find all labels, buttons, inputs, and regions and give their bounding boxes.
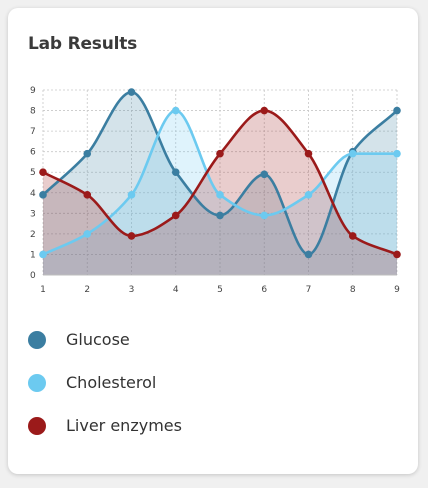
y-tick-label: 3	[30, 209, 36, 219]
legend-swatch	[28, 330, 46, 349]
data-point-2-0	[39, 168, 47, 177]
y-tick-label: 9	[30, 86, 36, 96]
data-point-0-5	[260, 170, 269, 179]
y-tick-label: 8	[30, 107, 36, 117]
y-tick-label: 4	[30, 189, 36, 199]
data-point-2-4	[216, 149, 224, 158]
data-point-0-2	[127, 88, 136, 96]
legend-label: Glucose	[66, 330, 130, 349]
x-tick-label: 9	[394, 285, 400, 295]
legend-swatch	[28, 373, 46, 392]
data-point-1-6	[304, 191, 313, 199]
data-point-1-3	[171, 106, 180, 115]
data-point-2-5	[260, 106, 269, 115]
data-point-2-2	[127, 232, 136, 240]
x-tick-label: 2	[84, 285, 90, 295]
x-tick-label: 4	[173, 285, 179, 295]
y-tick-label: 0	[30, 271, 36, 281]
legend-item[interactable]: Glucose	[28, 318, 182, 361]
legend-item[interactable]: Cholesterol	[28, 361, 182, 404]
data-point-1-4	[216, 191, 224, 199]
data-point-2-8	[393, 250, 401, 259]
y-tick-label: 2	[30, 230, 36, 240]
y-tick-label: 5	[30, 168, 36, 178]
x-tick-label: 1	[40, 285, 46, 295]
data-point-2-3	[171, 211, 180, 220]
x-tick-label: 8	[350, 285, 356, 295]
data-point-2-7	[348, 232, 357, 240]
x-tick-label: 7	[306, 285, 312, 295]
data-point-0-3	[171, 168, 180, 177]
data-point-0-4	[216, 211, 224, 220]
chart-points	[39, 88, 401, 259]
y-tick-label: 7	[30, 127, 36, 137]
data-point-1-5	[260, 211, 269, 220]
x-tick-label: 3	[129, 285, 135, 295]
data-point-1-1	[83, 230, 92, 238]
legend-label: Cholesterol	[66, 373, 157, 392]
x-tick-label: 6	[261, 285, 267, 295]
data-point-1-0	[39, 250, 47, 259]
data-point-0-0	[39, 191, 47, 199]
legend-swatch	[28, 416, 46, 435]
legend-label: Liver enzymes	[66, 416, 182, 435]
y-tick-label: 6	[30, 148, 36, 158]
y-tick-label: 1	[30, 250, 36, 260]
data-point-1-2	[127, 191, 136, 199]
data-point-2-1	[83, 191, 92, 199]
data-point-1-7	[348, 149, 357, 158]
series-line-1	[42, 109, 397, 256]
data-point-2-6	[304, 149, 313, 158]
legend-item[interactable]: Liver enzymes	[28, 404, 182, 447]
data-point-1-8	[393, 149, 401, 158]
data-point-0-8	[393, 106, 401, 115]
data-point-0-1	[83, 149, 92, 158]
chart-title: Lab Results	[28, 34, 138, 54]
series-area-0	[43, 92, 397, 275]
data-point-0-6	[304, 250, 313, 259]
chart-legend: Glucose Cholesterol Liver enzymes	[28, 318, 182, 447]
x-tick-label: 5	[217, 285, 223, 295]
